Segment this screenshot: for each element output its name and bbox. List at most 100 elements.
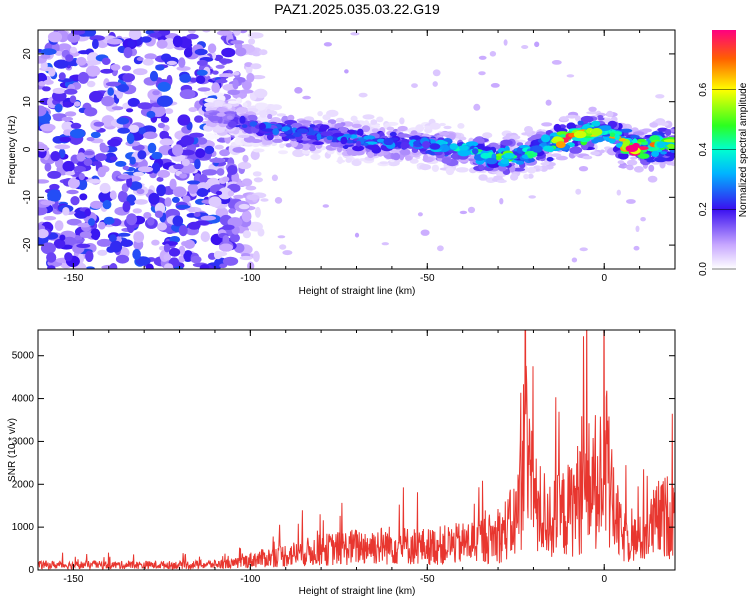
heatmap-blob — [626, 159, 638, 166]
heatmap-blob — [151, 239, 160, 246]
heatmap-blob — [258, 122, 266, 131]
heatmap-blob — [63, 129, 73, 136]
heatmap-blob — [237, 161, 252, 170]
heatmap-blob — [651, 150, 659, 157]
heatmap-blob — [637, 153, 650, 159]
heatmap-blob — [527, 153, 534, 159]
heatmap-blob — [227, 190, 235, 197]
heatmap-blob — [630, 135, 640, 139]
heatmap-blob — [620, 128, 633, 133]
heatmap-blob — [149, 32, 162, 38]
heatmap-blob — [630, 156, 638, 160]
heatmap-blob — [233, 194, 245, 199]
heatmap-blob — [61, 121, 74, 132]
heatmap-blob — [260, 198, 269, 202]
heatmap-blob — [381, 242, 389, 246]
heatmap-blob — [565, 114, 579, 119]
heatmap-blob — [201, 169, 218, 176]
spectrogram-ticks: -150 -100 -50 0 20 10 0 -10 -20 — [22, 30, 676, 284]
heatmap-blob — [550, 153, 562, 158]
heatmap-blob — [543, 145, 554, 152]
heatmap-blob — [177, 114, 191, 126]
heatmap-blob — [252, 171, 262, 177]
heatmap-blob — [439, 122, 446, 127]
heatmap-blob — [376, 116, 384, 123]
heatmap-blob — [188, 206, 196, 213]
heatmap-blob — [100, 68, 114, 74]
heatmap-blob — [575, 188, 582, 195]
heatmap-blob — [47, 265, 56, 269]
heatmap-blob — [230, 233, 240, 243]
heatmap-blob — [309, 146, 316, 152]
heatmap-blob — [215, 64, 225, 69]
heatmap-blob — [178, 245, 186, 256]
heatmap-blob — [591, 120, 601, 127]
heatmap-blob — [62, 101, 73, 108]
heatmap-blob — [597, 117, 605, 121]
heatmap-blob — [527, 166, 537, 174]
heatmap-blob — [88, 218, 95, 226]
y-tick-label: 0 — [22, 146, 33, 152]
heatmap-blob — [194, 115, 204, 123]
heatmap-blob — [109, 234, 117, 243]
heatmap-blob — [55, 50, 63, 56]
heatmap-blob — [540, 165, 548, 172]
heatmap-blob — [76, 243, 91, 248]
heatmap-blob — [103, 216, 115, 225]
heatmap-blob — [173, 266, 184, 269]
heatmap-blob — [648, 164, 655, 172]
heatmap-blob — [147, 217, 155, 226]
heatmap-blob — [270, 104, 283, 111]
heatmap-blob — [259, 109, 267, 118]
heatmap-blob — [457, 158, 470, 163]
heatmap-blob — [227, 120, 237, 128]
heatmap-blob — [632, 131, 645, 136]
y-tick-label: -20 — [22, 237, 33, 252]
heatmap-blob — [90, 228, 101, 240]
heatmap-blob — [76, 152, 86, 162]
heatmap-blob — [40, 48, 57, 55]
heatmap-blob — [249, 121, 258, 127]
heatmap-blob — [323, 42, 332, 47]
heatmap-blob — [149, 70, 159, 82]
heatmap-blob — [279, 133, 288, 137]
heatmap-blob — [99, 182, 111, 194]
heatmap-blob — [609, 132, 616, 137]
heatmap-blob — [449, 143, 459, 150]
y-tick-label: 10 — [22, 96, 33, 108]
heatmap-blob — [249, 139, 263, 143]
heatmap-blob — [157, 122, 165, 129]
heatmap-blob — [383, 137, 394, 146]
heatmap-blob — [355, 150, 365, 156]
heatmap-blob — [96, 238, 112, 247]
heatmap-blob — [67, 177, 80, 189]
heatmap-blob — [641, 128, 652, 133]
heatmap-blob — [183, 47, 193, 58]
heatmap-blob — [137, 166, 154, 173]
heatmap-blob — [88, 179, 101, 184]
heatmap-blob — [127, 40, 136, 48]
heatmap-blob — [541, 142, 547, 146]
heatmap-blob — [111, 106, 124, 111]
heatmap-blob — [129, 156, 136, 165]
heatmap-blob — [53, 59, 69, 69]
heatmap-blob — [423, 154, 429, 161]
heatmap-blob — [271, 174, 278, 182]
heatmap-blob — [40, 200, 56, 206]
snr-xlabel: Height of straight line (km) — [299, 586, 416, 597]
heatmap-blob — [83, 158, 93, 167]
heatmap-blob — [38, 179, 50, 184]
heatmap-blob — [660, 151, 667, 155]
heatmap-blob — [179, 89, 196, 99]
heatmap-blob — [152, 90, 160, 96]
heatmap-blob — [528, 157, 535, 163]
heatmap-blob — [194, 158, 201, 170]
heatmap-blob — [397, 125, 408, 132]
heatmap-blob — [302, 150, 311, 155]
heatmap-blob — [64, 88, 78, 95]
heatmap-blob — [399, 117, 405, 125]
heatmap-blob — [646, 159, 656, 163]
heatmap-blob — [184, 239, 195, 249]
heatmap-blob — [222, 176, 230, 182]
heatmap-blob — [134, 199, 148, 205]
